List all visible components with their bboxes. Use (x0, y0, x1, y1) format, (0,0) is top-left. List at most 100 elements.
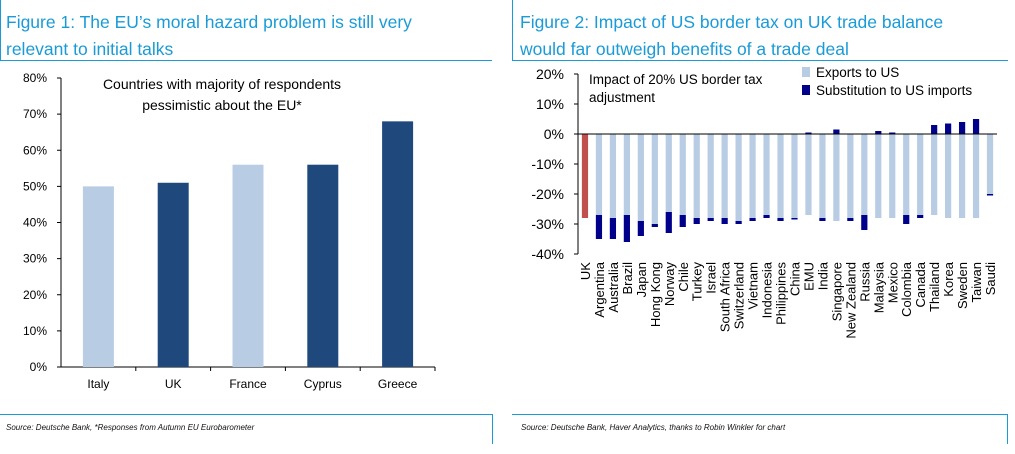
bar-substitution (609, 218, 617, 239)
bar-exports (833, 134, 840, 221)
x-tick-label: Sweden (955, 262, 970, 309)
legend-swatch (802, 67, 810, 77)
x-tick-label: Turkey (690, 262, 705, 302)
x-tick-label: Malaysia (871, 261, 886, 313)
bar (82, 186, 114, 367)
figure1-source-rule (0, 414, 492, 415)
bar-exports (749, 134, 756, 218)
y-tick-label: -40% (531, 246, 564, 262)
y-tick-label: -30% (531, 216, 564, 232)
bar-exports (665, 134, 672, 212)
x-tick-label: EMU (801, 262, 816, 291)
bar-substitution (791, 218, 798, 220)
bar-exports (623, 134, 630, 215)
bar-exports (777, 134, 784, 218)
x-tick-label: Taiwan (969, 262, 984, 302)
figure1-chart: 0% 10% 20% 30% 40% 50% 60% 70% 80% Italy UK France C… (23, 71, 436, 391)
x-tick-label: Vietnam (746, 262, 761, 309)
figure2-top-border (512, 0, 513, 60)
figure2-panel: Figure 2: Impact of US border tax on UK … (512, 0, 1015, 454)
bar (157, 182, 189, 367)
bar-substitution (693, 218, 700, 224)
x-tick-label: Korea (941, 261, 956, 296)
bar-exports (875, 134, 882, 218)
chart-title-line: pessimistic about the EU* (142, 97, 302, 113)
figure2-source: Source: Deutsche Bank, Haver Analytics, … (521, 423, 786, 432)
figure1-top-border (0, 0, 1, 60)
legend-label: Exports to US (816, 65, 899, 80)
bar-exports (972, 134, 980, 218)
figure2-source-rule (512, 414, 1008, 415)
x-tick-label: France (229, 377, 267, 391)
bar-substitution (986, 194, 994, 196)
bar-exports (791, 134, 798, 218)
legend-swatch (802, 85, 810, 95)
bar-substitution (679, 215, 686, 227)
x-tick-label: Australia (606, 261, 621, 312)
x-tick-label: Mexico (885, 262, 900, 303)
chart-title-line: Countries with majority of respondents (103, 76, 341, 92)
bar-substitution (651, 224, 658, 227)
y-tick-label: 30% (23, 252, 47, 266)
bar-substitution (847, 218, 854, 221)
bar-substitution (833, 129, 840, 134)
bar-exports (903, 134, 910, 215)
x-tick-label: Israel (704, 262, 719, 294)
bar-exports (958, 134, 966, 218)
x-tick-label: UK (165, 377, 182, 391)
bar-substitution (763, 215, 770, 218)
bar-exports (819, 134, 826, 218)
x-tick-label: UK (578, 262, 593, 280)
y-tick-label: -10% (531, 156, 564, 172)
x-tick-label: Chile (676, 262, 691, 292)
bar-substitution (861, 215, 868, 230)
bar-exports (763, 134, 770, 215)
bar-substitution (595, 215, 603, 239)
bar-exports (651, 134, 658, 224)
y-tick-label: 0% (30, 360, 48, 374)
bar-substitution (637, 221, 644, 236)
x-tick-label: Indonesia (760, 261, 775, 318)
bar-exports (889, 134, 896, 218)
legend-label: Substitution to US imports (816, 83, 972, 98)
x-tick-label: Cyprus (304, 377, 342, 391)
x-tick-label: Saudi (983, 262, 998, 295)
x-tick-label: Greece (378, 377, 418, 391)
bar-substitution (749, 218, 756, 221)
bar-exports (595, 134, 603, 215)
bar-exports (931, 134, 938, 215)
bar-substitution (875, 131, 882, 134)
bar-uk-substitution (581, 134, 589, 218)
x-tick-label: Hong Kong (648, 262, 663, 327)
figure2-title-rule (512, 60, 1008, 61)
bar-exports (721, 134, 728, 218)
y-tick-label: 10% (23, 324, 47, 338)
bar-substitution (735, 221, 742, 224)
bar-exports (609, 134, 617, 218)
bar-substitution (805, 132, 812, 134)
x-tick-label: New Zealand (843, 262, 858, 339)
x-tick-label: China (787, 261, 802, 296)
bar-exports (847, 134, 854, 218)
x-tick-label: Brazil (620, 262, 635, 295)
x-tick-label: Thailand (927, 262, 942, 312)
bar-substitution (623, 215, 630, 242)
bar-substitution (707, 218, 714, 221)
bar-exports (986, 134, 994, 194)
bar-substitution (931, 125, 938, 134)
figure1-panel: Figure 1: The EU’s moral hazard problem … (0, 0, 500, 454)
y-tick-label: 20% (23, 288, 47, 302)
x-tick-label: Colombia (899, 261, 914, 317)
bar-substitution (777, 218, 784, 221)
x-tick-label: India (815, 261, 830, 290)
bar-substitution (972, 119, 980, 134)
x-tick-label: Canada (913, 261, 928, 307)
x-tick-label: Russia (857, 261, 872, 302)
bar-exports (805, 134, 812, 215)
bar-exports (693, 134, 700, 218)
x-tick-label: Switzerland (732, 262, 747, 329)
y-tick-label: 40% (23, 216, 47, 230)
bar-exports (917, 134, 924, 215)
bar (307, 164, 339, 367)
bar-exports (861, 134, 868, 215)
